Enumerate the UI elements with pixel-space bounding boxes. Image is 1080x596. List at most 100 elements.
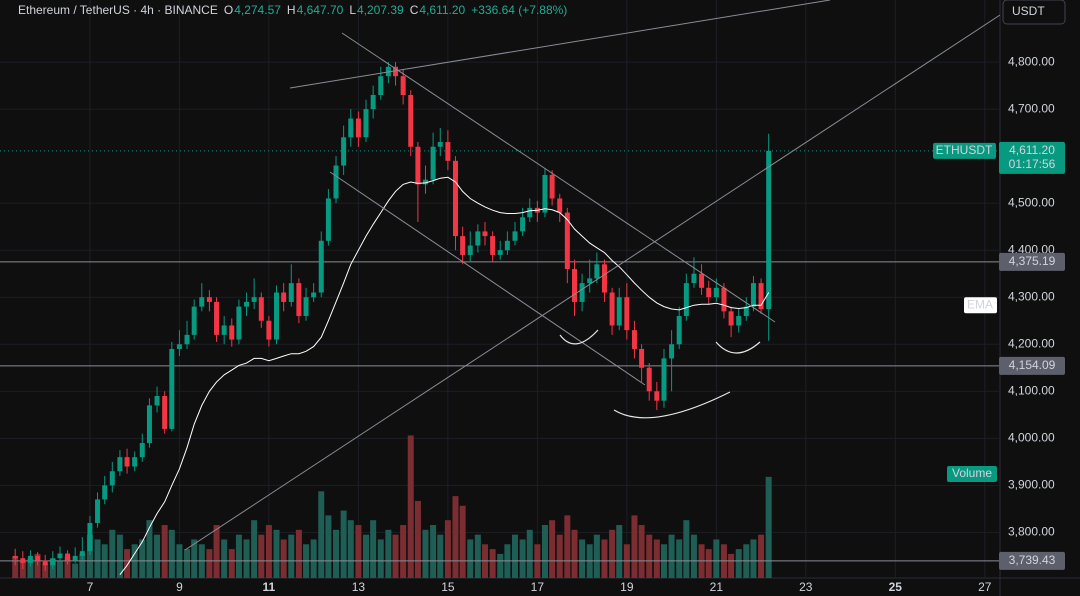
candle-body — [445, 142, 451, 161]
candle-body — [191, 306, 197, 335]
candle-body — [504, 240, 510, 251]
volume-bar — [191, 539, 198, 578]
volume-bar — [526, 529, 533, 578]
candle-body — [333, 165, 339, 199]
candle-body — [400, 76, 406, 96]
candle-body — [244, 301, 250, 307]
candle-body — [12, 555, 18, 559]
candle-body — [423, 179, 429, 185]
candle-body — [109, 471, 115, 486]
candle-body — [579, 283, 585, 302]
volume-bar — [541, 525, 548, 578]
volume-bar — [19, 560, 26, 578]
volume-bar — [750, 539, 757, 578]
volume-bar — [79, 553, 86, 578]
field-value: 4,274.57 — [234, 3, 281, 17]
volume-bar — [116, 534, 123, 578]
candle-body — [669, 344, 675, 359]
volume-bar — [638, 525, 645, 578]
volume-bar — [713, 539, 720, 578]
candle-body — [490, 236, 496, 255]
x-tick-label: 21 — [710, 580, 724, 594]
y-tick-label: 4,000.00 — [1008, 430, 1055, 444]
candle-body — [728, 311, 734, 326]
volume-bar — [444, 520, 451, 578]
ema-line — [119, 176, 770, 576]
volume-bar — [86, 534, 93, 578]
volume-bar — [705, 549, 712, 578]
head-curve — [613, 391, 731, 419]
candle-body — [564, 212, 570, 270]
candle-body — [646, 367, 652, 392]
candle-body — [236, 306, 242, 340]
volume-bar — [616, 525, 623, 578]
volume-bar — [325, 515, 332, 578]
field-value: 4,207.39 — [357, 3, 404, 17]
volume-bar — [400, 525, 407, 578]
volume-bar — [511, 534, 518, 578]
candle-body — [206, 297, 212, 302]
volume-bar — [258, 534, 265, 578]
x-tick-label: 7 — [87, 580, 94, 594]
candle-body — [95, 499, 101, 523]
candle-body — [303, 297, 309, 317]
volume-bar — [243, 539, 250, 578]
price-tag-label: 4,154.09 — [1009, 358, 1056, 372]
x-tick-label: 27 — [978, 580, 992, 594]
volume-bar — [601, 539, 608, 578]
volume-bar — [161, 525, 168, 578]
volume-bar — [422, 529, 429, 578]
candle-body — [318, 240, 324, 293]
candle-body — [79, 551, 85, 556]
candle-body — [42, 560, 48, 566]
candle-body — [691, 273, 697, 284]
volume-bar — [206, 549, 213, 578]
volume-bar — [184, 549, 191, 578]
field-value: 4,647.70 — [296, 3, 344, 17]
candle-body — [266, 320, 272, 340]
field-key: H — [286, 3, 296, 17]
field-value: 4,611.20 — [419, 3, 466, 17]
trend-line — [289, 0, 831, 89]
volume-bar — [154, 534, 161, 578]
candle-body — [162, 395, 168, 429]
symbol-tag-label: ETHUSDT — [936, 143, 993, 157]
volume-bar — [168, 529, 175, 578]
volume-bar — [310, 539, 317, 578]
volume-bar — [340, 510, 347, 578]
candle-body — [221, 325, 227, 335]
volume-bar — [452, 496, 459, 578]
candle-body — [661, 358, 667, 401]
candle-body — [65, 553, 71, 561]
volume-bar — [273, 529, 280, 578]
candle-body — [348, 118, 354, 138]
candle-body — [699, 273, 705, 288]
volume-bar — [347, 520, 354, 578]
candle-body — [102, 485, 108, 500]
currency-button[interactable] — [1002, 0, 1066, 25]
volume-bar — [497, 553, 504, 578]
candle-body — [594, 264, 600, 279]
candle-body — [475, 231, 481, 246]
candle-body — [57, 553, 63, 559]
candle-body — [736, 316, 742, 326]
y-tick-label: 4,100.00 — [1008, 383, 1055, 397]
volume-bar — [251, 520, 258, 578]
volume-bar — [295, 529, 302, 578]
volume-bar — [489, 549, 496, 578]
volume-bar — [676, 539, 683, 578]
candle-body — [758, 283, 764, 310]
volume-bar — [34, 553, 41, 578]
candle-body — [616, 297, 622, 326]
last-price-label: 4,611.20 — [1009, 143, 1055, 157]
candle-body — [169, 348, 175, 429]
candle-body — [512, 231, 518, 241]
candle-body — [355, 118, 361, 138]
candle-body — [713, 287, 719, 298]
candle-body — [721, 287, 727, 312]
candle-body — [35, 555, 41, 561]
candle-body — [527, 207, 533, 218]
volume-bar — [549, 520, 556, 578]
